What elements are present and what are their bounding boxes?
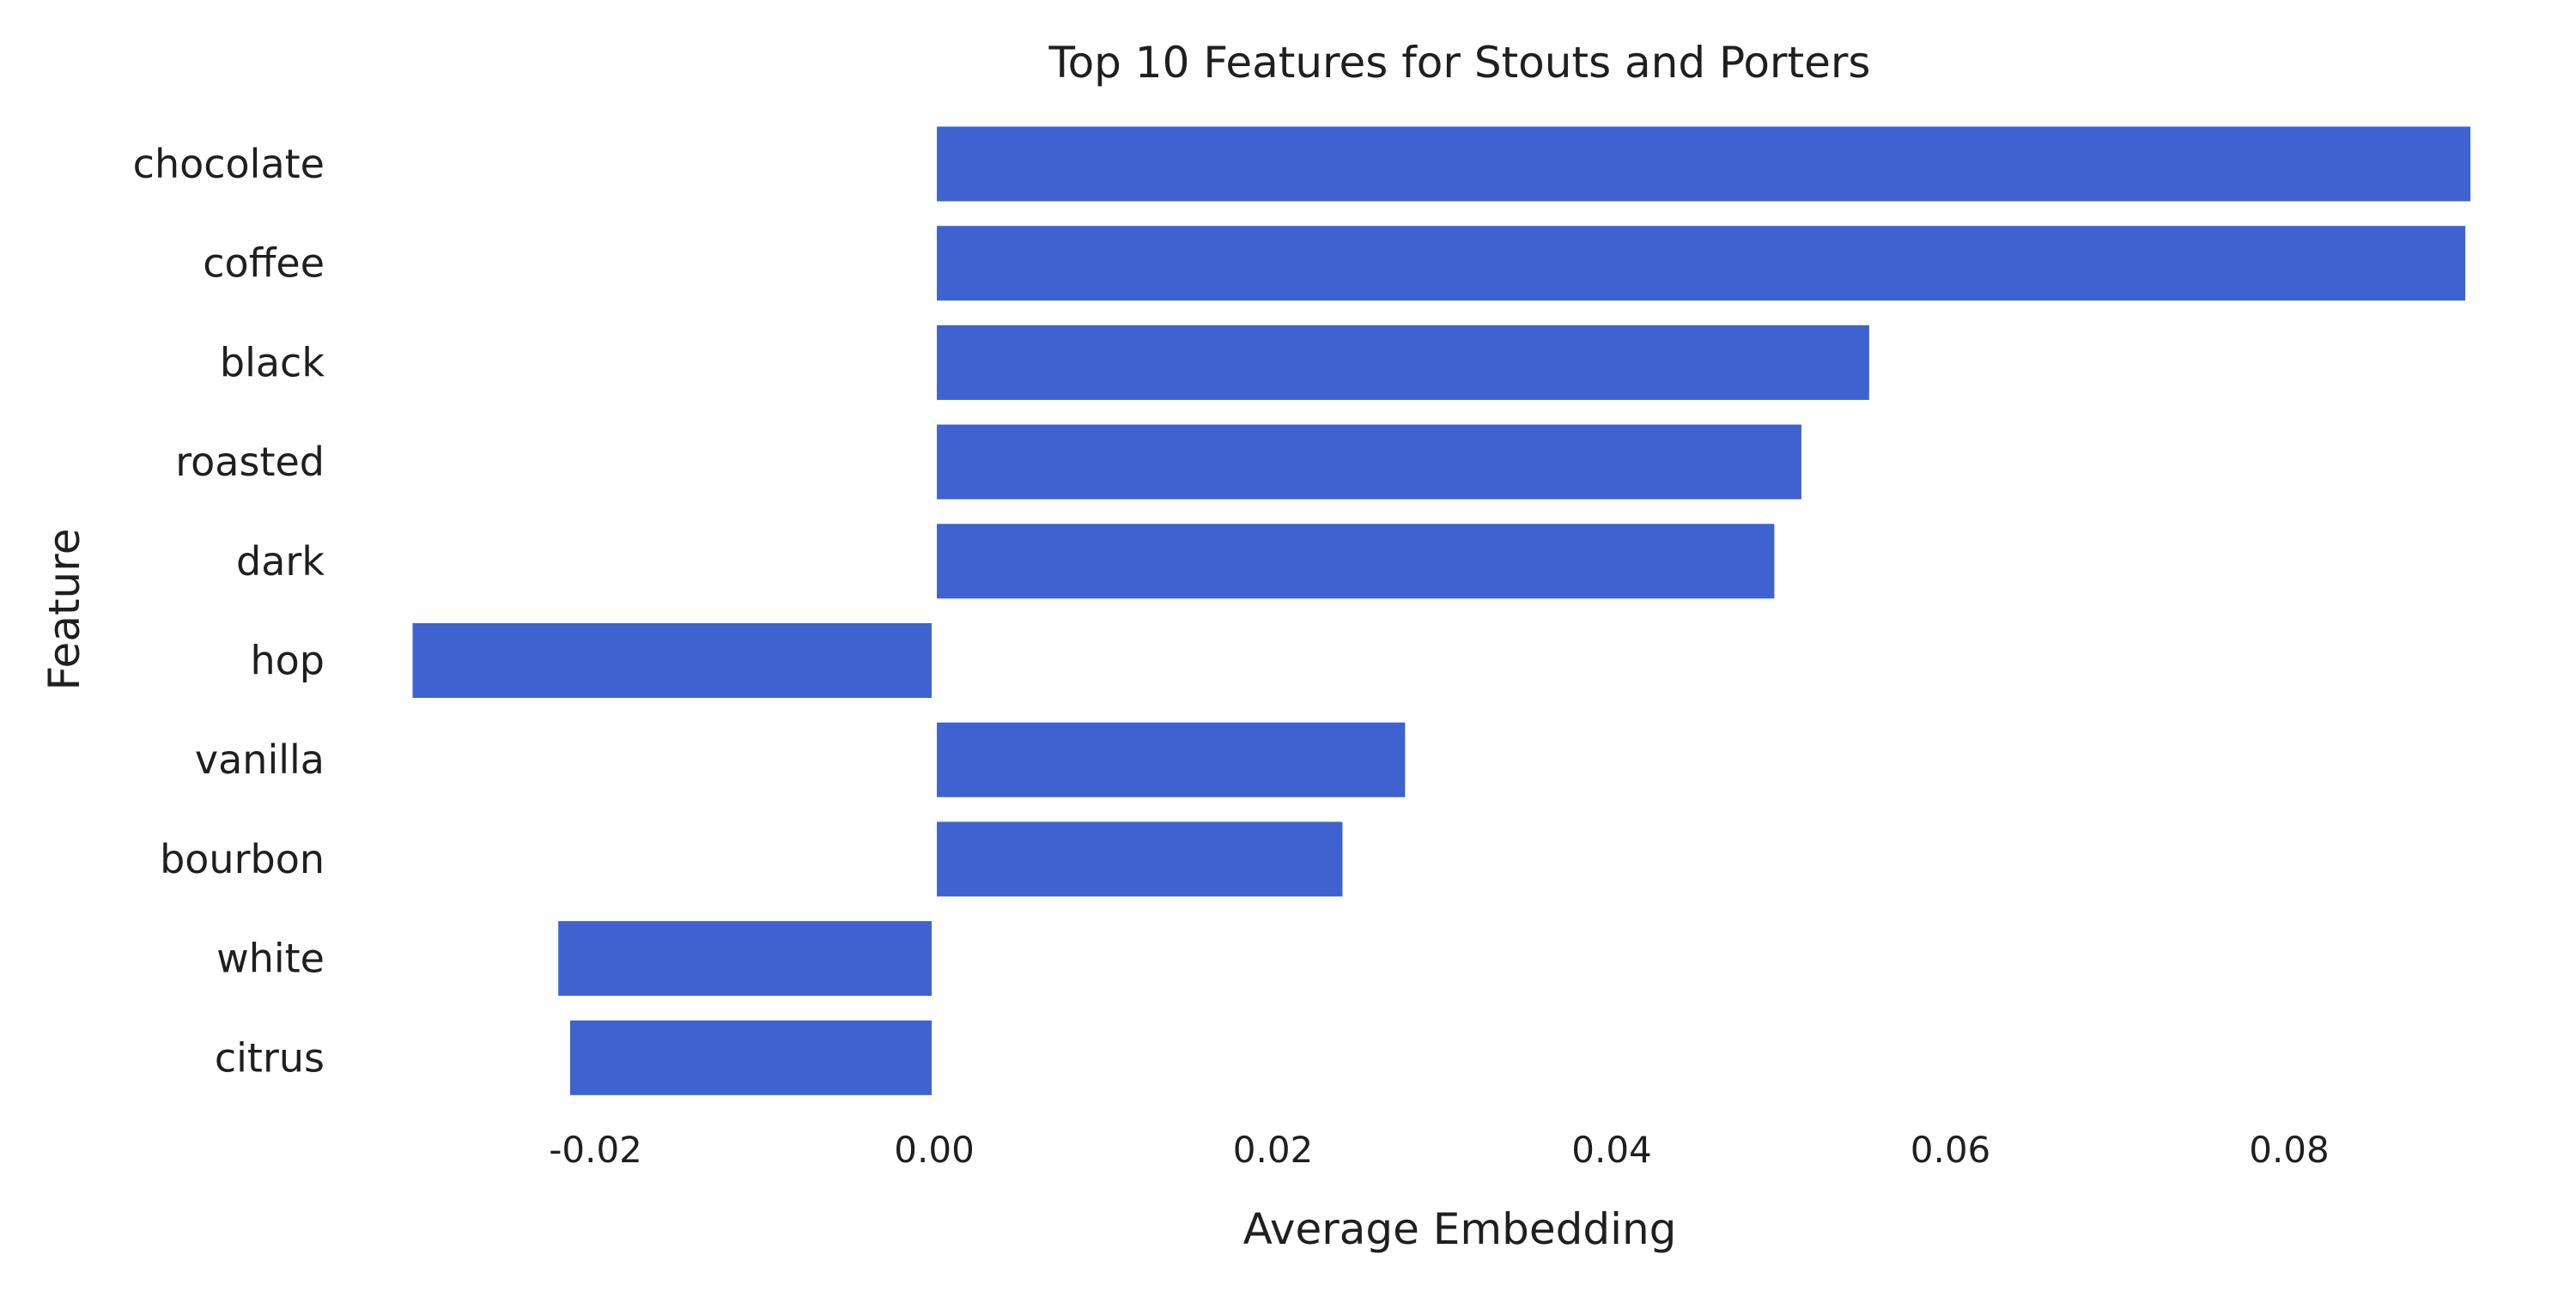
bar-hop xyxy=(413,623,933,698)
category-label-citrus: citrus xyxy=(215,1034,325,1081)
bar-vanilla xyxy=(937,723,1405,797)
chart-title: Top 10 Features for Stouts and Porters xyxy=(1048,38,1871,88)
bar-roasted xyxy=(937,425,1801,500)
category-labels: chocolate coffee black roasted dark hop vanill… xyxy=(133,141,325,1081)
x-tick-label: 0.02 xyxy=(1233,1129,1314,1171)
category-label-bourbon: bourbon xyxy=(160,836,325,882)
bar-citrus xyxy=(570,1021,932,1095)
bar-black xyxy=(937,325,1869,400)
category-label-white: white xyxy=(216,936,325,982)
x-tick-label: -0.02 xyxy=(549,1129,642,1171)
category-label-black: black xyxy=(220,339,325,385)
bars-group xyxy=(413,127,2471,1095)
category-label-hop: hop xyxy=(251,638,325,684)
bar-coffee xyxy=(937,226,2465,300)
bar-dark xyxy=(937,524,1774,598)
x-tick-label: 0.08 xyxy=(2249,1129,2330,1171)
category-label-coffee: coffee xyxy=(203,240,325,287)
bar-bourbon xyxy=(937,821,1342,896)
x-tick-label: 0.04 xyxy=(1571,1129,1652,1171)
x-tick-labels: -0.02 0.00 0.02 0.04 0.06 0.08 xyxy=(549,1129,2330,1171)
category-label-chocolate: chocolate xyxy=(133,141,325,187)
x-axis-label: Average Embedding xyxy=(1243,1204,1677,1254)
y-axis-label: Feature xyxy=(39,529,89,691)
bar-white xyxy=(558,921,932,996)
bar-chocolate xyxy=(937,127,2470,202)
x-tick-label: 0.00 xyxy=(894,1129,975,1171)
x-tick-label: 0.06 xyxy=(1911,1129,1991,1171)
category-label-roasted: roasted xyxy=(175,439,325,485)
category-label-dark: dark xyxy=(236,538,325,585)
category-label-vanilla: vanilla xyxy=(195,736,325,783)
